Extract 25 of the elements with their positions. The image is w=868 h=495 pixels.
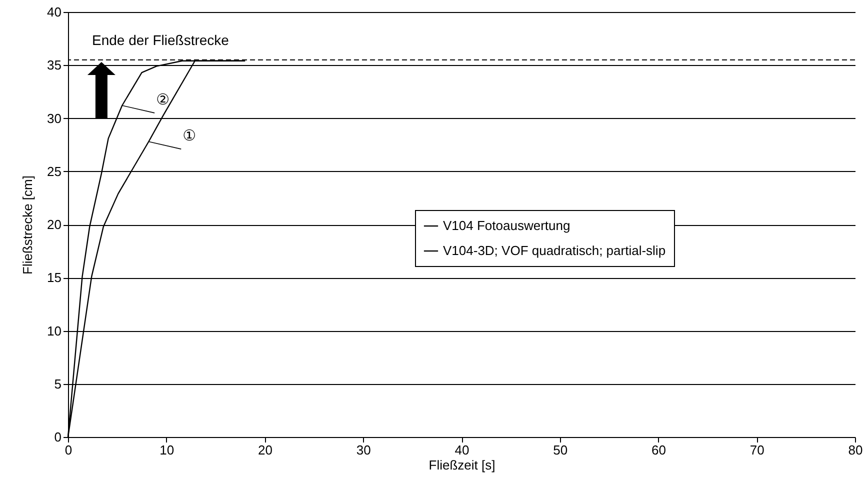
y-tick-label: 35 [47, 58, 62, 73]
x-tick-label: 50 [553, 442, 568, 458]
y-tick-label: 5 [54, 376, 62, 392]
y-tick-label: 40 [47, 4, 62, 20]
x-tick-label: 80 [848, 442, 863, 458]
y-tick-label: 25 [47, 164, 62, 179]
x-tick-label: 20 [258, 442, 272, 458]
y-tick-label: 30 [47, 110, 62, 126]
y-tick-label: 0 [54, 430, 62, 444]
x-tick-label: 70 [750, 442, 764, 458]
y-tick-label: 15 [47, 270, 62, 286]
x-tick-label: 10 [160, 442, 174, 458]
x-tick-label: 30 [356, 442, 371, 458]
y-tick-label: 10 [47, 323, 62, 338]
annotation: ② [156, 90, 170, 108]
annotation: ① [182, 126, 196, 145]
legend-label: V104-3D; VOF quadratisch; partial-slip [443, 243, 666, 258]
y-tick-label: 20 [47, 217, 62, 232]
x-tick-label: 60 [652, 442, 666, 458]
x-axis-title: Fließzeit [s] [428, 458, 496, 472]
y-axis-title: Fließstrecke [cm] [20, 176, 36, 274]
x-tick-label: 0 [64, 442, 72, 458]
ref-line-label: Ende der Fließstrecke [92, 32, 230, 48]
x-tick-label: 40 [454, 442, 470, 458]
legend-label: V104 Fotoauswertung [443, 218, 570, 233]
